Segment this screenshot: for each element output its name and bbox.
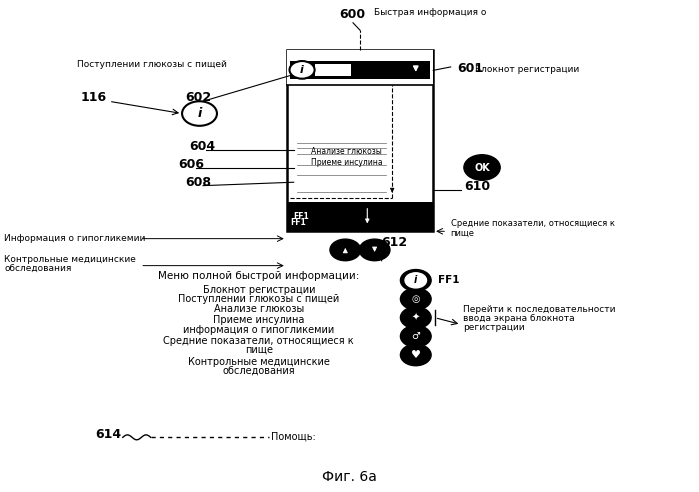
Circle shape <box>182 101 217 126</box>
Text: 601: 601 <box>458 62 484 75</box>
Text: обследования: обследования <box>4 265 71 274</box>
Text: пище: пище <box>245 345 273 355</box>
Circle shape <box>401 288 431 310</box>
Text: Блокнот регистрации: Блокнот регистрации <box>203 284 315 295</box>
Circle shape <box>401 326 431 347</box>
Text: Меню полной быстрой информации:: Меню полной быстрой информации: <box>158 272 359 281</box>
Text: 116: 116 <box>81 92 107 104</box>
Text: Поступлении глюкозы с пищей: Поступлении глюкозы с пищей <box>178 294 340 305</box>
Text: регистрации: регистрации <box>463 323 525 332</box>
Circle shape <box>289 61 315 79</box>
Text: Приеме инсулина: Приеме инсулина <box>311 157 383 167</box>
Text: Средние показатели, относящиеся к: Средние показатели, относящиеся к <box>451 219 614 228</box>
Text: Средние показатели, относящиеся к: Средние показатели, относящиеся к <box>164 336 354 346</box>
Circle shape <box>401 344 431 366</box>
Text: Контрольные медицинские: Контрольные медицинские <box>188 357 330 367</box>
Circle shape <box>330 239 361 261</box>
Bar <box>290 61 430 79</box>
Text: 608: 608 <box>185 176 212 188</box>
Text: 602: 602 <box>185 92 212 104</box>
Bar <box>287 50 433 85</box>
Text: Информация о гипогликемии: Информация о гипогликемии <box>4 234 145 243</box>
Text: Приеме инсулина: Приеме инсулина <box>213 315 305 325</box>
Text: ♂: ♂ <box>412 331 420 341</box>
Text: 610: 610 <box>465 180 491 192</box>
Text: информация о гипогликемии: информация о гипогликемии <box>183 325 334 335</box>
Text: Анализе глюкозы: Анализе глюкозы <box>214 304 304 314</box>
Text: OK: OK <box>474 162 490 173</box>
Text: ввода экрана блокнота: ввода экрана блокнота <box>463 314 575 323</box>
Text: 600: 600 <box>339 8 365 21</box>
Text: FF1: FF1 <box>294 212 310 221</box>
Circle shape <box>464 155 500 180</box>
Text: Фиг. 6а: Фиг. 6а <box>322 469 377 484</box>
Text: Контрольные медицинские: Контрольные медицинские <box>4 255 136 264</box>
Text: FF1: FF1 <box>438 276 460 285</box>
Bar <box>287 202 433 231</box>
Text: ✦: ✦ <box>412 312 420 323</box>
Text: ◎: ◎ <box>412 294 420 304</box>
Text: Анализе глюкозы: Анализе глюкозы <box>311 147 382 156</box>
Circle shape <box>359 239 390 261</box>
Text: 606: 606 <box>178 157 205 171</box>
Circle shape <box>401 307 431 329</box>
Bar <box>351 64 380 76</box>
Circle shape <box>401 270 431 291</box>
Text: 604: 604 <box>189 140 215 154</box>
Text: Поступлении глюкозы с пищей: Поступлении глюкозы с пищей <box>78 60 227 69</box>
Text: Помощь:: Помощь: <box>271 432 316 442</box>
Text: пище: пище <box>451 229 475 238</box>
Text: 614: 614 <box>95 429 121 441</box>
Text: Быстрая информация о: Быстрая информация о <box>374 8 487 17</box>
Text: i: i <box>300 65 304 75</box>
Text: i: i <box>414 276 417 285</box>
Text: Блокнот регистрации: Блокнот регистрации <box>475 65 579 74</box>
Text: ♥: ♥ <box>411 350 421 360</box>
Circle shape <box>405 273 426 288</box>
Text: 612: 612 <box>381 236 407 249</box>
Text: Перейти к последовательности: Перейти к последовательности <box>463 305 616 314</box>
Bar <box>315 64 380 76</box>
Text: FF1: FF1 <box>290 218 306 227</box>
Bar <box>287 50 433 231</box>
Text: обследования: обследования <box>222 366 295 375</box>
Text: i: i <box>197 107 201 120</box>
